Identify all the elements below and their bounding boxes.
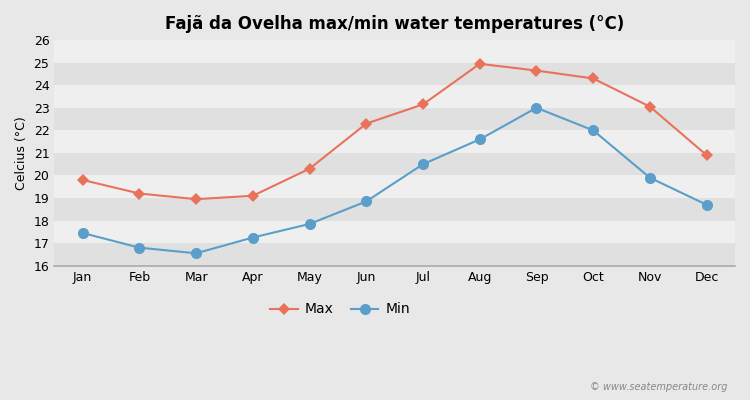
Min	[532, 105, 541, 110]
Max	[476, 61, 484, 66]
Max	[191, 197, 200, 202]
Max	[419, 102, 428, 107]
Title: Fajã da Ovelha max/min water temperatures (°C): Fajã da Ovelha max/min water temperature…	[165, 15, 624, 33]
Text: © www.seatemperature.org: © www.seatemperature.org	[590, 382, 728, 392]
Min	[476, 137, 484, 142]
Min	[589, 128, 598, 133]
Bar	[54, 63, 735, 85]
Max	[78, 178, 87, 182]
Min	[702, 202, 711, 207]
Max	[702, 153, 711, 158]
Min	[419, 162, 428, 166]
Max	[248, 193, 257, 198]
Bar	[54, 176, 735, 198]
Min	[305, 222, 314, 226]
Min	[248, 235, 257, 240]
Line: Max: Max	[79, 60, 711, 203]
Min	[362, 199, 370, 204]
Bar	[54, 243, 735, 266]
Max	[305, 166, 314, 171]
Bar	[54, 153, 735, 176]
Max	[135, 191, 144, 196]
Bar	[54, 198, 735, 220]
Bar	[54, 130, 735, 153]
Min	[191, 251, 200, 256]
Bar	[54, 108, 735, 130]
Max	[532, 68, 541, 73]
Bar	[54, 220, 735, 243]
Min	[135, 245, 144, 250]
Min	[78, 230, 87, 235]
Max	[589, 76, 598, 81]
Max	[646, 104, 655, 109]
Max	[362, 121, 370, 126]
Bar	[54, 40, 735, 63]
Line: Min: Min	[77, 102, 712, 259]
Min	[646, 175, 655, 180]
Y-axis label: Celcius (°C): Celcius (°C)	[15, 116, 28, 190]
Legend: Max, Min: Max, Min	[265, 297, 416, 322]
Bar	[54, 85, 735, 108]
